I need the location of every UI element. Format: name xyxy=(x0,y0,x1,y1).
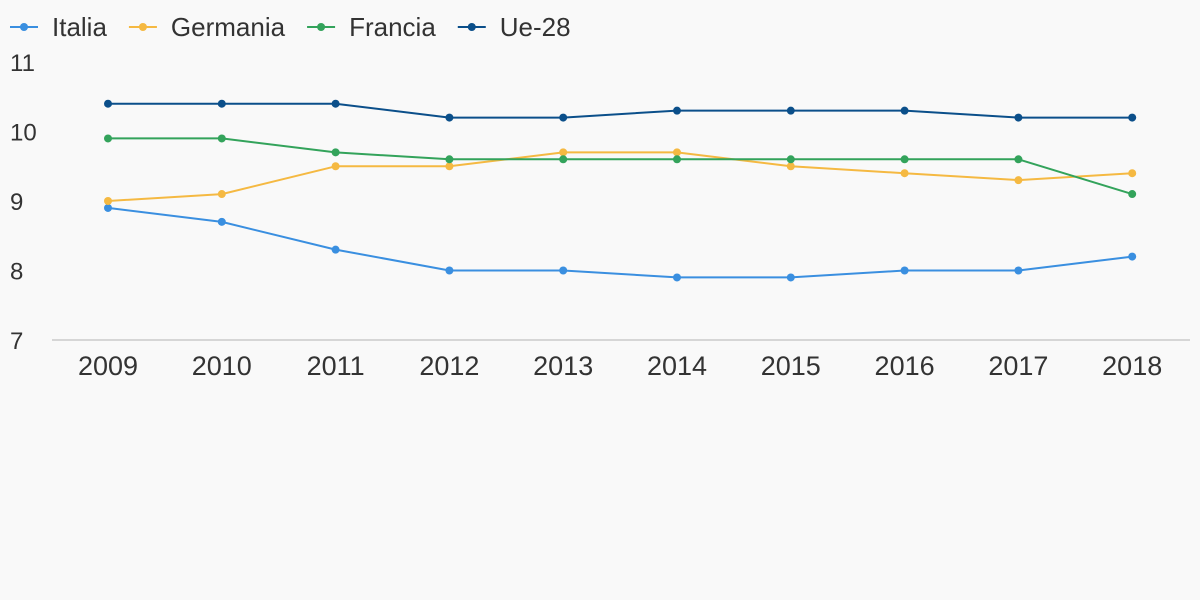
data-point-francia-2016[interactable] xyxy=(900,155,909,164)
series-italia xyxy=(104,203,1137,282)
legend-label-italia: Italia xyxy=(52,12,107,42)
data-point-ue-28-2016[interactable] xyxy=(900,106,909,115)
x-tick-label-2016: 2016 xyxy=(875,351,935,381)
data-point-italia-2009[interactable] xyxy=(104,203,112,212)
legend-item-germania[interactable]: Germania xyxy=(128,12,286,42)
data-point-italia-2016[interactable] xyxy=(900,266,909,275)
data-point-italia-2013[interactable] xyxy=(559,266,568,275)
y-tick-label-10: 10 xyxy=(10,120,37,147)
data-point-ue-28-2009[interactable] xyxy=(104,99,112,108)
data-point-germania-2012[interactable] xyxy=(445,162,454,171)
data-point-ue-28-2015[interactable] xyxy=(786,106,795,115)
legend-label-germania: Germania xyxy=(171,12,286,42)
data-point-germania-2015[interactable] xyxy=(786,162,795,171)
x-tick-label-2011: 2011 xyxy=(307,351,365,381)
series-line-ue-28 xyxy=(108,102,1133,119)
data-point-francia-2015[interactable] xyxy=(786,155,795,164)
data-point-italia-2012[interactable] xyxy=(445,266,454,275)
data-point-ue-28-2014[interactable] xyxy=(673,106,681,115)
legend-item-francia[interactable]: Francia xyxy=(307,12,436,42)
data-point-germania-2013[interactable] xyxy=(559,148,568,157)
data-point-ue-28-2011[interactable] xyxy=(331,99,340,108)
data-point-italia-2017[interactable] xyxy=(1014,266,1023,275)
series-line-germania xyxy=(107,151,1133,202)
data-point-ue-28-2017[interactable] xyxy=(1014,113,1023,122)
data-point-germania-2014[interactable] xyxy=(673,148,681,157)
y-tick-label-9: 9 xyxy=(10,189,23,216)
data-point-ue-28-2010[interactable] xyxy=(217,99,226,108)
legend-item-italia[interactable]: Italia xyxy=(10,12,107,42)
data-point-germania-2016[interactable] xyxy=(900,169,909,178)
legend: Italia Germania Francia Ue-28 xyxy=(10,12,571,42)
x-tick-label-2015: 2015 xyxy=(761,351,821,381)
data-point-ue-28-2018[interactable] xyxy=(1128,113,1137,122)
plot-area xyxy=(104,99,1137,282)
x-tick-label-2018: 2018 xyxy=(1102,351,1162,381)
x-tick-label-2013: 2013 xyxy=(533,351,593,381)
y-tick-label-7: 7 xyxy=(10,328,23,355)
series-francia xyxy=(104,134,1137,199)
x-tick-label-2010: 2010 xyxy=(192,351,252,381)
series-line-francia xyxy=(108,137,1133,196)
data-point-germania-2018[interactable] xyxy=(1128,169,1137,178)
y-axis: 7 8 9 10 11 xyxy=(10,50,37,355)
data-point-germania-2009[interactable] xyxy=(104,197,112,205)
series-ue-28 xyxy=(104,99,1137,122)
data-point-italia-2014[interactable] xyxy=(673,273,681,282)
data-point-germania-2017[interactable] xyxy=(1014,176,1023,185)
legend-label-francia: Francia xyxy=(349,12,436,42)
data-point-italia-2015[interactable] xyxy=(786,273,795,282)
data-point-francia-2014[interactable] xyxy=(673,155,681,164)
x-tick-label-2014: 2014 xyxy=(647,351,707,381)
x-axis: 2009 2010 2011 2012 2013 2014 2015 2016 2017 2018 xyxy=(78,351,1162,381)
legend-label-ue-28: Ue-28 xyxy=(500,12,571,42)
data-point-francia-2017[interactable] xyxy=(1014,155,1023,164)
series-line-italia xyxy=(107,206,1133,279)
data-point-francia-2013[interactable] xyxy=(559,155,568,164)
data-point-italia-2011[interactable] xyxy=(331,245,340,254)
y-tick-label-8: 8 xyxy=(10,259,23,286)
x-tick-label-2017: 2017 xyxy=(988,351,1048,381)
x-tick-label-2012: 2012 xyxy=(419,351,479,381)
legend-swatch-dot xyxy=(138,23,147,31)
data-point-francia-2011[interactable] xyxy=(331,148,340,157)
data-point-francia-2009[interactable] xyxy=(104,134,112,143)
data-point-italia-2010[interactable] xyxy=(217,217,226,226)
legend-swatch-dot xyxy=(467,23,476,31)
series-germania xyxy=(104,148,1137,205)
data-point-ue-28-2013[interactable] xyxy=(559,113,568,122)
data-point-italia-2018[interactable] xyxy=(1128,252,1137,261)
legend-swatch-dot xyxy=(20,23,28,31)
data-point-francia-2012[interactable] xyxy=(445,155,454,164)
y-tick-label-11: 11 xyxy=(10,50,35,77)
data-point-francia-2018[interactable] xyxy=(1128,190,1137,199)
data-point-ue-28-2012[interactable] xyxy=(445,113,454,122)
legend-item-ue-28[interactable]: Ue-28 xyxy=(457,12,571,42)
legend-swatch-dot xyxy=(317,23,326,31)
data-point-germania-2011[interactable] xyxy=(331,162,340,171)
x-tick-label-2009: 2009 xyxy=(78,351,138,381)
data-point-francia-2010[interactable] xyxy=(217,134,226,143)
data-point-germania-2010[interactable] xyxy=(217,190,226,199)
